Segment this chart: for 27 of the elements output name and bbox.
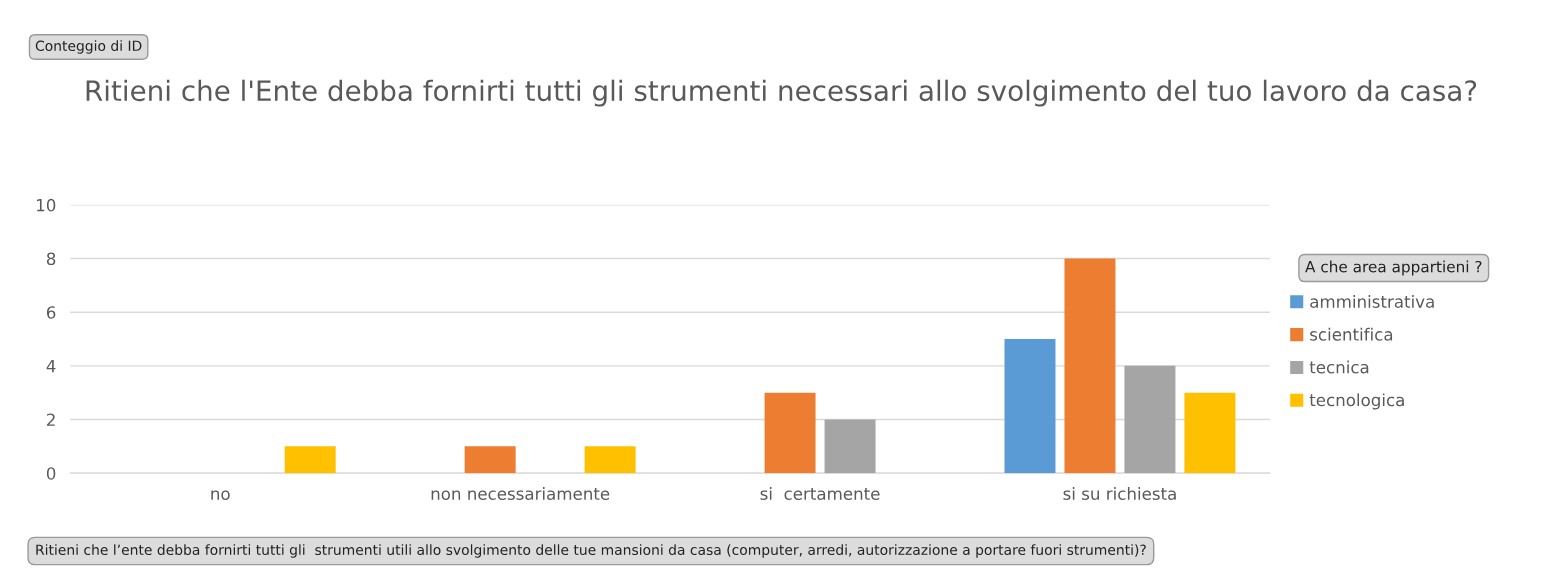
bar	[1064, 258, 1116, 474]
bar	[584, 446, 636, 474]
y-tick-label: 10	[37, 198, 56, 212]
y-tick-label: 2	[47, 413, 55, 426]
legend-label: tecnica	[1309, 360, 1369, 374]
y-tick-label: 0	[46, 467, 56, 480]
y-tick-label: 6	[46, 306, 56, 319]
bar	[1124, 365, 1176, 474]
legend-label: scientifica	[1310, 327, 1393, 341]
bar	[824, 419, 876, 474]
legend-label: tecnologica	[1309, 393, 1404, 410]
x-tick-label: no	[211, 490, 230, 500]
x-tick-label: non necessariamente	[431, 487, 610, 500]
legend-title: A che area appartieni ?	[1305, 260, 1482, 276]
x-tick-label: si su richiesta	[1063, 487, 1176, 500]
bar	[1004, 339, 1056, 474]
text: Conteggio di ID	[35, 40, 142, 54]
x-axis-title: Ritieni che l’ente debba fornirti tutti gli strumenti utili allo svolgimento delle tue mansioni da casa (computer, arredi, autorizzazione a portare fuori strumenti)?	[36, 544, 1146, 558]
bar	[1184, 392, 1236, 474]
x-tick-label: si certamente	[760, 487, 880, 500]
y-tick-label: 8	[46, 252, 56, 266]
y-tick-label: 4	[46, 360, 56, 373]
bar	[464, 446, 516, 474]
chart-title: Ritieni che l'Ente debba fornirti tutti gli strumenti necessari allo svolgimento del tuo lavoro da casa?	[86, 79, 1477, 107]
bar	[284, 446, 336, 474]
bar	[764, 392, 816, 474]
legend-label: amministrativa	[1310, 294, 1434, 308]
